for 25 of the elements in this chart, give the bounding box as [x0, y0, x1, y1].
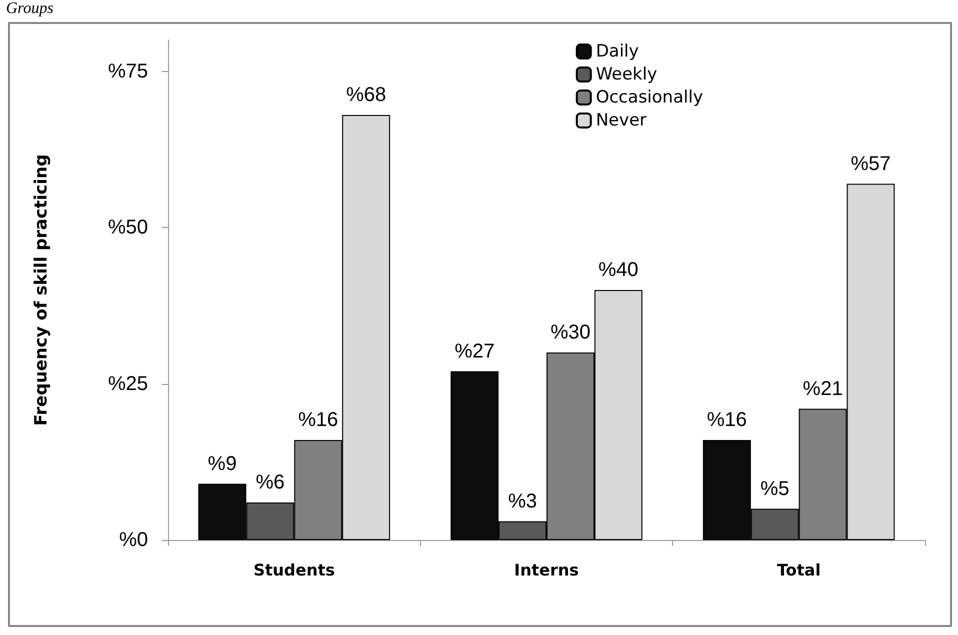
data-label: %40	[598, 259, 638, 281]
data-label: %57	[850, 152, 891, 175]
data-label: %5	[760, 478, 790, 500]
y-tick-label: %75	[108, 60, 148, 82]
x-tick-label: Interns	[514, 560, 579, 580]
y-tick-label: %0	[119, 529, 148, 551]
legend-label: Weekly	[596, 64, 658, 84]
x-tick-label: Total	[776, 560, 821, 580]
y-axis-title: Frequency of skill practicing	[32, 154, 52, 426]
x-tick-label: Students	[253, 560, 335, 580]
data-label: %27	[454, 340, 495, 362]
data-label: %6	[256, 472, 285, 494]
text: Groups	[6, 0, 54, 18]
data-label: %16	[298, 409, 338, 431]
data-label: %9	[208, 452, 237, 475]
data-label: %16	[706, 409, 747, 431]
legend-label: Occasionally	[596, 88, 703, 108]
data-label: %3	[508, 490, 537, 512]
data-label: %30	[550, 322, 590, 344]
data-label: %21	[802, 378, 843, 400]
legend-label: Never	[596, 110, 647, 130]
y-tick-label: %25	[108, 372, 148, 395]
data-label: %68	[346, 84, 386, 106]
y-tick-label: %50	[108, 216, 148, 238]
legend-label: Daily	[596, 42, 639, 62]
